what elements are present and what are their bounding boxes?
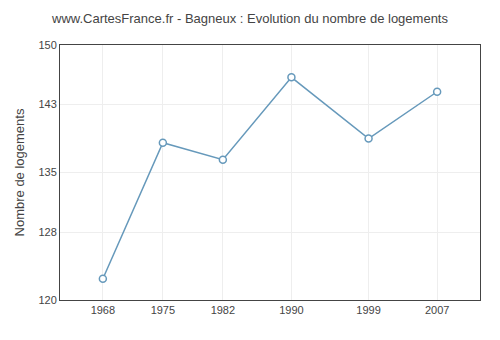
svg-text:2007: 2007 (425, 304, 449, 316)
svg-text:135: 135 (38, 166, 56, 178)
svg-text:150: 150 (38, 39, 56, 51)
svg-text:128: 128 (38, 226, 56, 238)
svg-text:143: 143 (38, 98, 56, 110)
svg-text:1990: 1990 (279, 304, 303, 316)
svg-text:1975: 1975 (151, 304, 175, 316)
svg-text:1968: 1968 (91, 304, 115, 316)
svg-text:1982: 1982 (211, 304, 235, 316)
svg-text:120: 120 (38, 294, 56, 306)
svg-text:1999: 1999 (356, 304, 380, 316)
svg-text:Nombre de logements: Nombre de logements (12, 108, 27, 236)
svg-text:www.CartesFrance.fr - Bagneux: www.CartesFrance.fr - Bagneux : Evolutio… (51, 11, 448, 26)
